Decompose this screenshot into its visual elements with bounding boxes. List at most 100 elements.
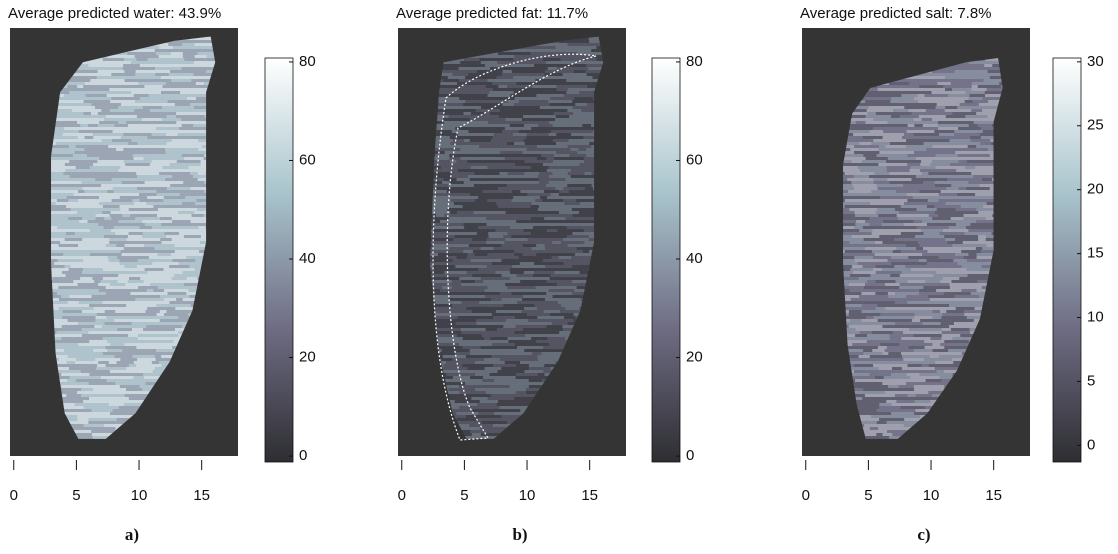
heatmap-stripe (908, 124, 915, 127)
heatmap-stripe (142, 118, 162, 121)
heatmap-stripe (92, 433, 110, 436)
heatmap-stripe (934, 268, 941, 271)
heatmap-stripe (887, 421, 910, 424)
heatmap-stripe (102, 403, 109, 406)
heatmap-stripe (490, 67, 514, 70)
heatmap-stripe (95, 106, 118, 109)
heatmap-stripe (959, 277, 991, 280)
heatmap-stripe (920, 163, 930, 166)
heatmap-stripe (583, 136, 590, 139)
heatmap-stripe (147, 136, 181, 139)
heatmap-stripe (944, 235, 978, 238)
heatmap-stripe (113, 130, 148, 133)
heatmap-stripe (878, 319, 903, 322)
heatmap-stripe (50, 157, 70, 160)
heatmap-stripe (876, 433, 882, 436)
heatmap-stripe (870, 130, 884, 133)
heatmap-stripe (492, 313, 527, 316)
heatmap-stripe (907, 301, 940, 304)
heatmap-stripe (846, 292, 861, 295)
heatmap-stripe (549, 289, 575, 292)
heatmap-stripe (886, 328, 909, 331)
heatmap-stripe (845, 139, 873, 142)
heatmap-stripe (109, 361, 117, 364)
panel-label: a) (125, 525, 139, 544)
heatmap-stripe (110, 214, 123, 217)
heatmap-stripe (460, 148, 484, 151)
heatmap-stripe (880, 196, 913, 199)
heatmap-stripe (914, 124, 922, 127)
heatmap-stripe (509, 223, 543, 226)
heatmap-stripe (848, 190, 871, 193)
heatmap-stripe (98, 223, 130, 226)
heatmap-stripe (1028, 355, 1055, 358)
heatmap-stripe (509, 181, 527, 184)
heatmap-stripe (900, 91, 932, 94)
heatmap-stripe (941, 268, 966, 271)
heatmap-stripe (468, 214, 503, 217)
heatmap-stripe (577, 52, 597, 55)
heatmap-stripe (183, 55, 195, 58)
heatmap-stripe (461, 370, 497, 373)
heatmap-stripe (582, 124, 591, 127)
heatmap-stripe (84, 148, 116, 151)
heatmap-stripe (527, 148, 541, 151)
heatmap-stripe (544, 223, 570, 226)
heatmap-stripe (83, 259, 109, 262)
heatmap-stripe (552, 250, 583, 253)
heatmap-stripe (103, 301, 124, 304)
panel-title: Average predicted salt: 7.8% (800, 5, 992, 22)
heatmap-stripe (538, 175, 549, 178)
heatmap-stripe (129, 172, 136, 175)
heatmap-stripe (492, 262, 520, 265)
heatmap-stripe (129, 364, 136, 367)
heatmap-stripe (543, 58, 560, 61)
heatmap-stripe (57, 259, 83, 262)
heatmap-stripe (559, 190, 569, 193)
heatmap-stripe (66, 151, 74, 154)
heatmap-stripe (913, 133, 939, 136)
heatmap-stripe (900, 406, 925, 409)
heatmap-stripe (907, 130, 917, 133)
heatmap-stripe (124, 247, 155, 250)
heatmap-stripe (154, 274, 174, 277)
heatmap-stripe (184, 235, 201, 238)
heatmap-stripe (917, 226, 949, 229)
heatmap-stripe (140, 64, 156, 67)
heatmap-stripe (885, 283, 900, 286)
heatmap-stripe (968, 253, 976, 256)
heatmap-stripe (187, 97, 196, 100)
heatmap-stripe (878, 187, 893, 190)
heatmap-stripe (101, 376, 134, 379)
heatmap-stripe (574, 70, 586, 73)
heatmap-stripe (70, 376, 101, 379)
heatmap-stripe (135, 298, 164, 301)
heatmap-stripe (103, 205, 113, 208)
heatmap-stripe (875, 241, 882, 244)
heatmap-stripe (906, 139, 936, 142)
heatmap-stripe (919, 289, 928, 292)
heatmap-stripe (488, 232, 508, 235)
heatmap-stripe (572, 166, 594, 169)
heatmap-stripe (72, 256, 108, 259)
heatmap-stripe (548, 301, 558, 304)
heatmap-stripe (68, 319, 77, 322)
heatmap-stripe (237, 382, 267, 385)
heatmap-stripe (463, 205, 498, 208)
heatmap-stripe (862, 304, 878, 307)
heatmap-stripe (547, 325, 563, 328)
heatmap-stripe (66, 274, 95, 277)
heatmap-stripe (625, 340, 656, 343)
heatmap-stripe (127, 238, 161, 241)
heatmap-stripe (120, 259, 138, 262)
heatmap-stripe (883, 325, 916, 328)
heatmap-stripe (56, 142, 73, 145)
heatmap-stripe (467, 271, 496, 274)
heatmap-stripe (549, 166, 572, 169)
heatmap-stripe (871, 142, 890, 145)
heatmap-stripe (468, 175, 487, 178)
heatmap-stripe (109, 127, 122, 130)
heatmap-stripe (862, 160, 886, 163)
panel-title: Average predicted fat: 11.7% (396, 5, 588, 22)
heatmap-stripe (120, 193, 130, 196)
